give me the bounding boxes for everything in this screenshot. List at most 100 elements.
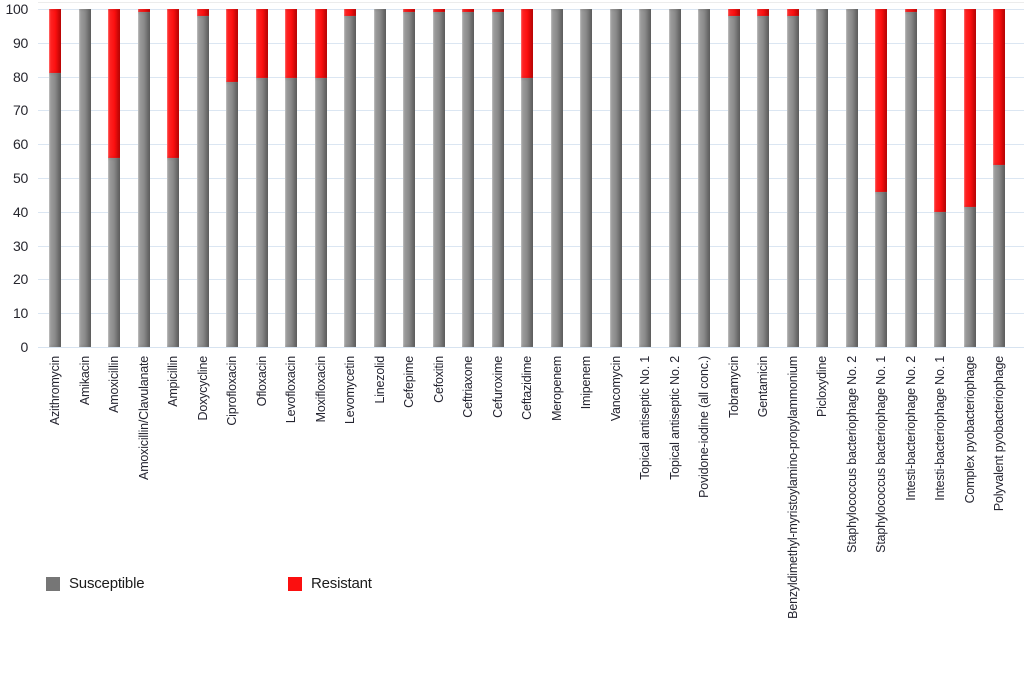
- bar-levomycetin: [344, 9, 356, 347]
- x-tick-label-text: Amoxicillin/Clavulanate: [136, 356, 151, 480]
- bar-segment-susceptible: [757, 15, 769, 347]
- y-tick-label-10: 10: [13, 305, 28, 322]
- y-tick-label-30: 30: [13, 237, 28, 254]
- bar-segment-susceptible: [639, 9, 651, 347]
- x-tick-label-text: Picloxydine: [815, 356, 829, 418]
- bar-segment-susceptible: [580, 9, 592, 347]
- y-tick-label-100: 100: [5, 1, 29, 17]
- bar-segment-susceptible: [727, 15, 740, 347]
- x-tick-label-text: Azithromycin: [48, 356, 62, 426]
- x-tick-label-text: Moxifloxacin: [313, 356, 328, 423]
- bar-staphylococcus-bacteriophage-no-1: [875, 9, 887, 347]
- bar-complex-pyobacteriophage: [963, 9, 976, 347]
- bar-segment-susceptible: [285, 78, 297, 347]
- legend-label-susceptible: Susceptible: [69, 575, 145, 592]
- gridline-0: [38, 347, 1024, 348]
- bar-segment-susceptible: [403, 12, 415, 347]
- bar-segment-susceptible: [344, 15, 356, 347]
- bar-segment-resistant: [432, 9, 445, 13]
- bar-meropenem: [550, 9, 563, 347]
- bar-segment-susceptible: [226, 81, 238, 347]
- bar-benzyldimethyl-myristoylamino-propylammonium: [786, 9, 799, 347]
- bar-segment-resistant: [108, 9, 120, 158]
- bar-imipenem: [580, 9, 592, 347]
- bar-povidone-iodine-all-conc: [698, 9, 710, 347]
- bar-cefuroxime: [491, 9, 504, 347]
- x-tick-label-text: Staphylococcus bacteriophage No. 1: [874, 356, 888, 553]
- bar-segment-resistant: [727, 9, 740, 16]
- x-tick-label-text: Ceftriaxone: [461, 356, 475, 418]
- bar-segment-susceptible: [108, 157, 120, 347]
- x-tick-label-text: Polyvalent pyobacteriophage: [992, 356, 1006, 512]
- bar-segment-resistant: [993, 9, 1005, 165]
- bar-segment-susceptible: [255, 78, 268, 347]
- bar-cefoxitin: [432, 9, 445, 347]
- bar-cefepime: [403, 9, 415, 347]
- bar-polyvalent-pyobacteriophage: [993, 9, 1005, 347]
- bar-ciprofloxacin: [226, 9, 238, 347]
- bar-ampicillin: [167, 9, 179, 347]
- x-tick-label-text: Tobramycin: [726, 356, 741, 418]
- y-tick-label-90: 90: [13, 34, 28, 51]
- legend-item-resistant: Resistant: [288, 575, 372, 593]
- bar-segment-susceptible: [963, 206, 976, 347]
- bar-segment-resistant: [314, 9, 327, 79]
- bar-segment-susceptible: [934, 211, 946, 347]
- bar-amoxicillin: [108, 9, 120, 347]
- x-tick-label-text: Ampicillin: [166, 356, 180, 407]
- bar-segment-susceptible: [521, 78, 533, 347]
- bar-segment-resistant: [285, 9, 297, 79]
- x-tick-label-text: Levofloxacin: [284, 356, 298, 424]
- bar-segment-resistant: [757, 9, 769, 16]
- y-tick-label-0: 0: [20, 339, 29, 355]
- x-tick-label-text: Cefoxitin: [431, 356, 446, 403]
- x-tick-label-text: Topical antiseptic No. 1: [638, 356, 652, 480]
- bar-gentamicin: [757, 9, 769, 347]
- bar-segment-resistant: [167, 9, 179, 158]
- bar-segment-susceptible: [786, 15, 799, 347]
- bar-segment-resistant: [137, 9, 150, 13]
- bar-segment-susceptible: [137, 12, 150, 347]
- x-tick-label-text: Intesti-bacteriophage No. 1: [933, 356, 947, 501]
- bar-segment-resistant: [196, 9, 209, 16]
- bar-ceftriaxone: [462, 9, 474, 347]
- bar-segment-susceptible: [49, 73, 61, 347]
- bar-moxifloxacin: [314, 9, 327, 347]
- bar-segment-resistant: [255, 9, 268, 79]
- x-tick-label-text: Intesti-bacteriophage No. 2: [903, 356, 918, 501]
- bar-segment-resistant: [521, 9, 533, 79]
- x-tick-label-text: Vancomycin: [608, 356, 623, 422]
- legend-swatch-resistant: [288, 577, 302, 591]
- bar-segment-resistant: [462, 9, 474, 13]
- bar-segment-susceptible: [432, 12, 445, 347]
- bar-levofloxacin: [285, 9, 297, 347]
- bar-staphylococcus-bacteriophage-no-2: [845, 9, 858, 347]
- bar-segment-susceptible: [462, 12, 474, 347]
- y-tick-label-80: 80: [13, 68, 28, 85]
- x-tick-label-text: Ceftazidime: [520, 356, 534, 420]
- legend-label-resistant: Resistant: [311, 575, 372, 592]
- bar-vancomycin: [609, 9, 622, 347]
- bar-ofloxacin: [255, 9, 268, 347]
- bar-amoxicillin-clavulanate: [137, 9, 150, 347]
- bar-segment-susceptible: [314, 78, 327, 347]
- x-tick-label-text: Meropenem: [549, 356, 564, 421]
- bar-segment-resistant: [904, 9, 917, 13]
- bar-doxycycline: [196, 9, 209, 347]
- bar-segment-resistant: [344, 9, 356, 16]
- x-tick-label-text: Amoxicillin: [107, 356, 121, 413]
- y-tick-label-60: 60: [13, 136, 28, 153]
- bar-segment-susceptible: [609, 9, 622, 347]
- bar-segment-susceptible: [550, 9, 563, 347]
- bar-segment-resistant: [403, 9, 415, 13]
- legend: Susceptible Resistant: [0, 575, 1024, 597]
- bar-segment-resistant: [963, 9, 976, 207]
- bar-segment-resistant: [875, 9, 887, 192]
- bar-segment-susceptible: [993, 164, 1005, 347]
- x-tick-label-text: Linezolid: [372, 356, 387, 404]
- bar-topical-antiseptic-no-1: [639, 9, 651, 347]
- x-tick-label-text: Staphylococcus bacteriophage No. 2: [844, 356, 859, 553]
- x-tick-label-text: Amikacin: [77, 356, 92, 406]
- x-tick-label-text: Povidone-iodine (all conc.): [697, 356, 711, 498]
- bar-segment-susceptible: [668, 9, 681, 347]
